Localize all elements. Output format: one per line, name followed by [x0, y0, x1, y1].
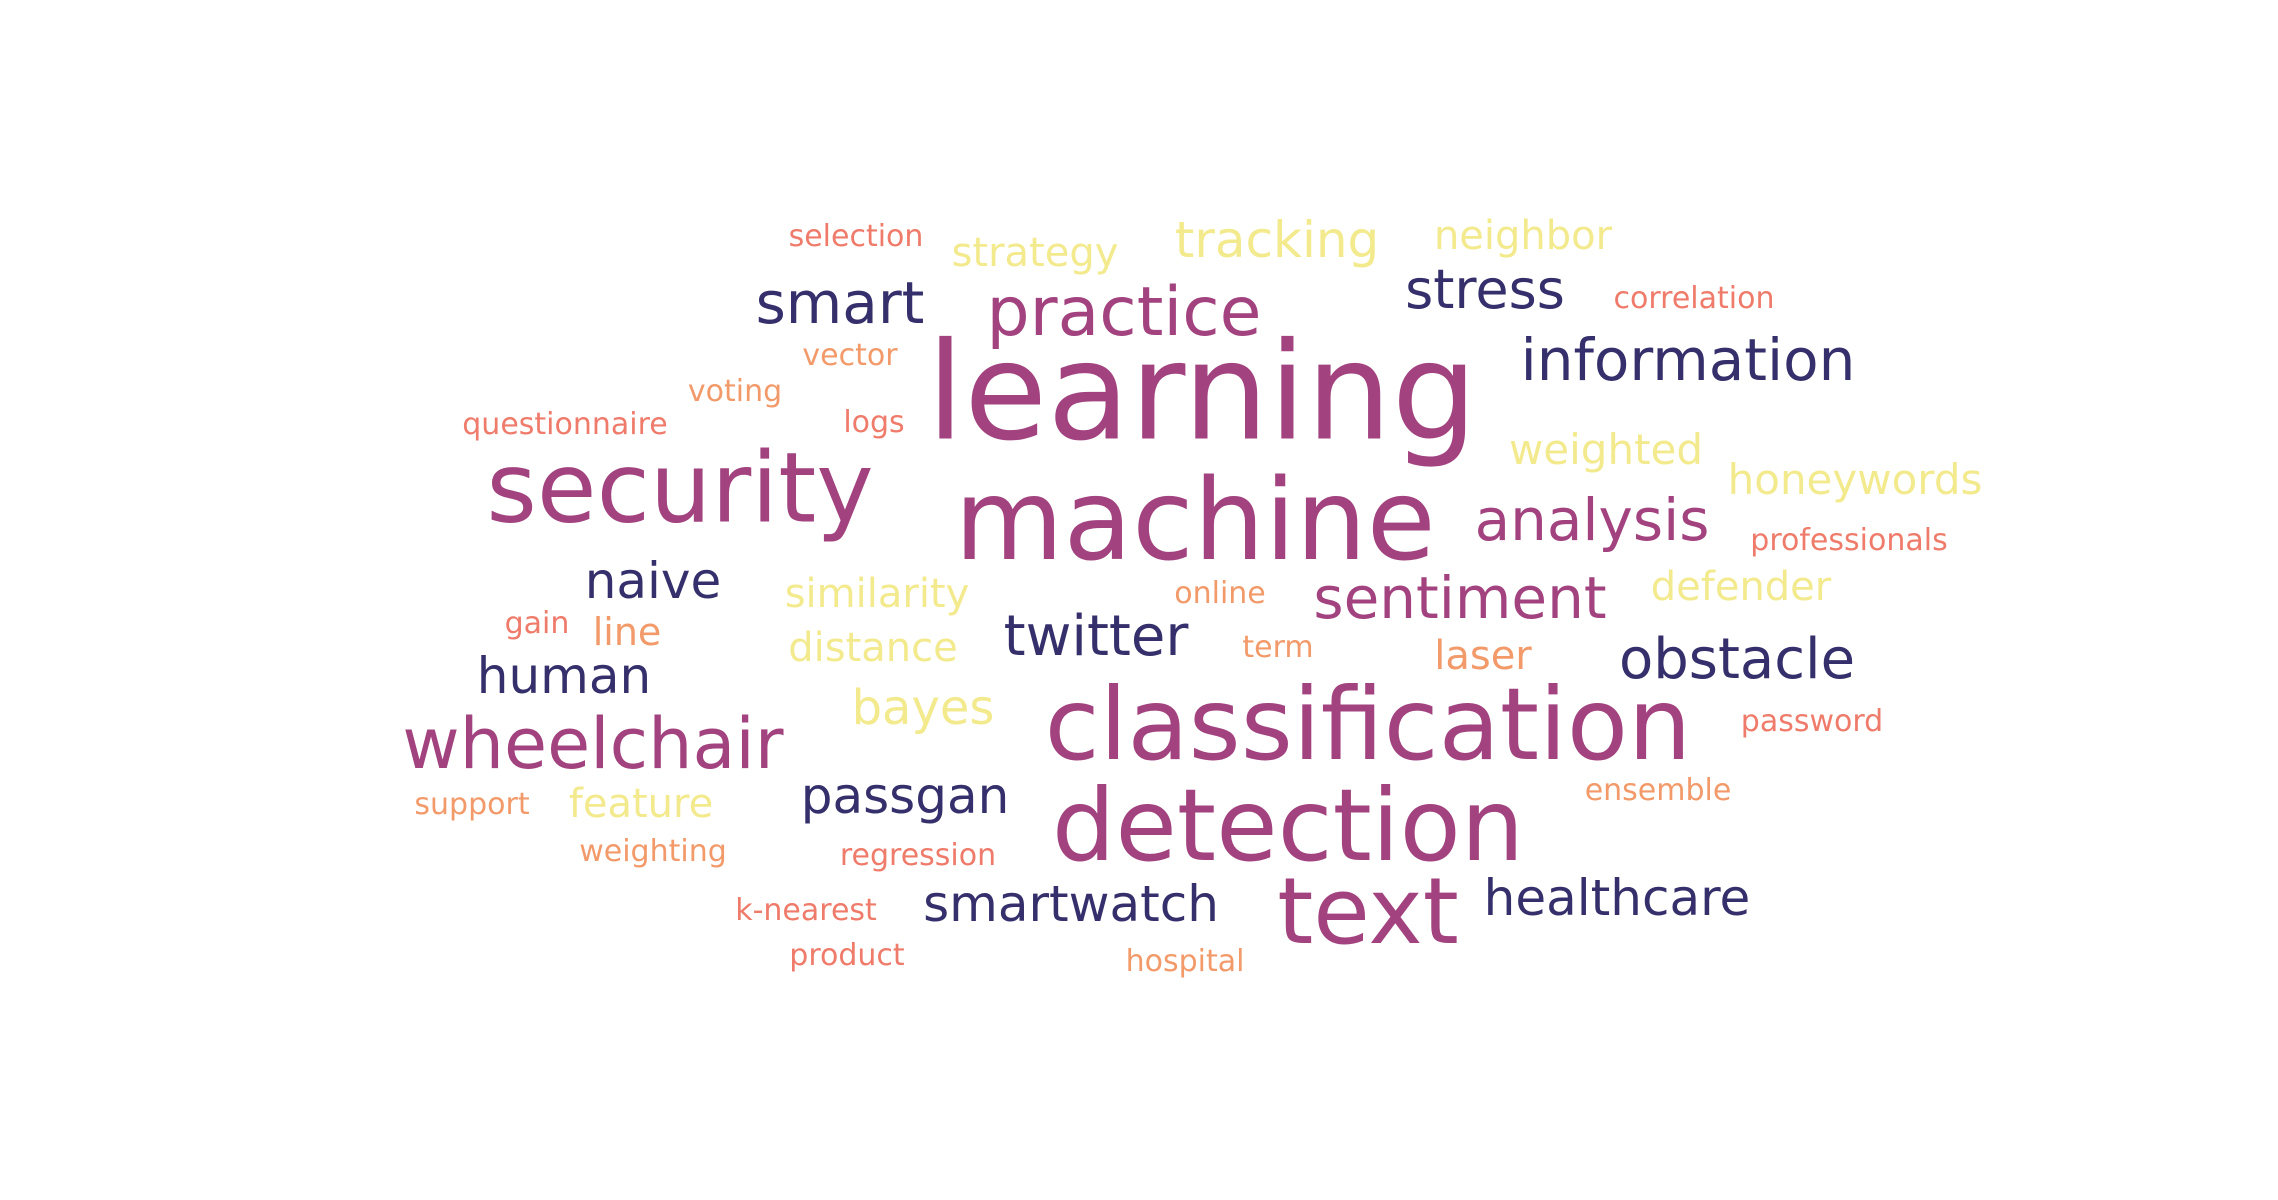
word-human: human	[476, 647, 652, 705]
word-k-nearest: k-nearest	[735, 893, 877, 928]
word-passgan: passgan	[800, 767, 1010, 825]
word-feature: feature	[568, 781, 714, 827]
word-wheelchair: wheelchair	[402, 703, 784, 785]
word-analysis: analysis	[1474, 486, 1710, 554]
word-questionnaire: questionnaire	[462, 407, 668, 442]
word-term: term	[1242, 630, 1314, 665]
word-password: password	[1740, 704, 1884, 739]
word-line: line	[592, 610, 662, 654]
word-naive: naive	[584, 552, 722, 610]
word-honeywords: honeywords	[1727, 455, 1983, 504]
word-ensemble: ensemble	[1584, 773, 1732, 808]
word-healthcare: healthcare	[1483, 869, 1751, 927]
word-professionals: professionals	[1750, 523, 1948, 558]
word-classification: classification	[1044, 666, 1692, 783]
word-smart: smart	[755, 269, 925, 337]
word-product: product	[789, 938, 905, 973]
word-vector: vector	[802, 338, 898, 373]
word-strategy: strategy	[951, 230, 1119, 276]
word-stress: stress	[1405, 258, 1565, 321]
word-smartwatch: smartwatch	[923, 875, 1219, 933]
word-sentiment: sentiment	[1313, 564, 1607, 632]
word-neighbor: neighbor	[1433, 213, 1613, 259]
word-twitter: twitter	[1003, 604, 1189, 669]
word-correlation: correlation	[1613, 281, 1775, 316]
word-practice: practice	[986, 273, 1262, 352]
word-laser: laser	[1434, 633, 1532, 679]
word-similarity: similarity	[784, 571, 970, 617]
word-tracking: tracking	[1174, 211, 1380, 269]
word-defender: defender	[1650, 564, 1832, 610]
word-information: information	[1520, 326, 1856, 394]
word-machine: machine	[954, 456, 1436, 586]
word-selection: selection	[788, 219, 924, 254]
word-detection: detection	[1051, 767, 1525, 884]
word-hospital: hospital	[1125, 944, 1245, 979]
word-logs: logs	[843, 405, 905, 440]
word-voting: voting	[687, 374, 783, 409]
word-gain: gain	[504, 606, 570, 641]
word-text: text	[1277, 858, 1459, 965]
word-regression: regression	[839, 838, 997, 873]
word-distance: distance	[788, 625, 958, 671]
word-weighting: weighting	[579, 834, 727, 869]
word-obstacle: obstacle	[1618, 627, 1856, 692]
word-support: support	[414, 787, 530, 822]
word-bayes: bayes	[851, 680, 995, 736]
word-online: online	[1174, 576, 1266, 611]
word-security: security	[486, 431, 874, 545]
word-learning: learning	[926, 313, 1478, 471]
word-weighted: weighted	[1508, 425, 1704, 474]
